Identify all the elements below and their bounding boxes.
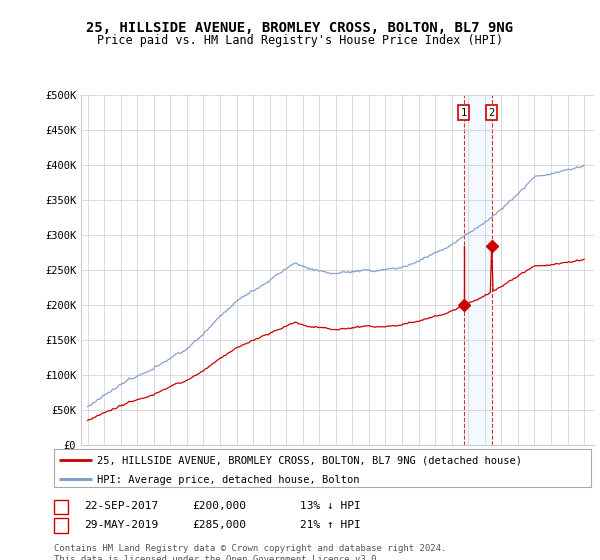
Text: 25, HILLSIDE AVENUE, BROMLEY CROSS, BOLTON, BL7 9NG: 25, HILLSIDE AVENUE, BROMLEY CROSS, BOLT… [86,21,514,35]
Bar [464,95,491,445]
Text: 22-SEP-2017: 22-SEP-2017 [84,501,158,511]
Text: 1: 1 [58,501,65,511]
Text: 21% ↑ HPI: 21% ↑ HPI [300,520,361,530]
Text: 2: 2 [58,520,65,530]
Text: 13% ↓ HPI: 13% ↓ HPI [300,501,361,511]
Text: HPI: Average price, detached house, Bolton: HPI: Average price, detached house, Bolt… [97,474,359,484]
Text: Price paid vs. HM Land Registry's House Price Index (HPI): Price paid vs. HM Land Registry's House … [97,34,503,46]
Text: £285,000: £285,000 [192,520,246,530]
Text: £200,000: £200,000 [192,501,246,511]
Text: 1: 1 [461,108,467,118]
Text: 29-MAY-2019: 29-MAY-2019 [84,520,158,530]
Text: Contains HM Land Registry data © Crown copyright and database right 2024.
This d: Contains HM Land Registry data © Crown c… [54,544,446,560]
Text: 25, HILLSIDE AVENUE, BROMLEY CROSS, BOLTON, BL7 9NG (detached house): 25, HILLSIDE AVENUE, BROMLEY CROSS, BOLT… [97,455,522,465]
Text: 2: 2 [488,108,494,118]
